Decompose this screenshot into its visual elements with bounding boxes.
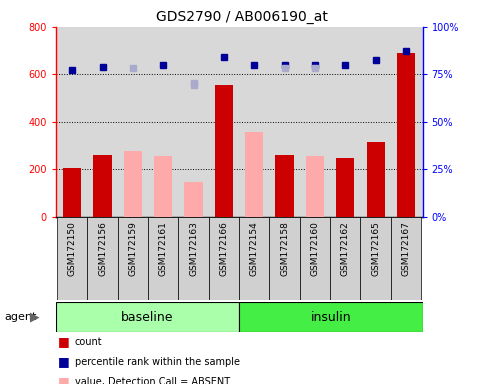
Bar: [185, 182, 203, 217]
Text: GSM172150: GSM172150: [68, 221, 77, 276]
Text: GSM172161: GSM172161: [159, 221, 168, 276]
Text: GSM172167: GSM172167: [401, 221, 411, 276]
Text: ■: ■: [58, 355, 70, 368]
Bar: [215, 85, 233, 217]
Text: GSM172158: GSM172158: [280, 221, 289, 276]
Text: GSM172156: GSM172156: [98, 221, 107, 276]
FancyBboxPatch shape: [239, 217, 270, 300]
FancyBboxPatch shape: [87, 217, 118, 300]
Bar: [367, 142, 384, 217]
Text: GSM172160: GSM172160: [311, 221, 319, 276]
Text: count: count: [75, 337, 102, 347]
Text: value, Detection Call = ABSENT: value, Detection Call = ABSENT: [75, 377, 230, 384]
Text: ■: ■: [58, 375, 70, 384]
Bar: [63, 168, 81, 217]
FancyBboxPatch shape: [330, 217, 360, 300]
FancyBboxPatch shape: [270, 217, 300, 300]
Text: ■: ■: [58, 335, 70, 348]
Bar: [154, 156, 172, 217]
Text: baseline: baseline: [121, 311, 173, 324]
FancyBboxPatch shape: [148, 217, 178, 300]
Bar: [336, 158, 355, 217]
FancyBboxPatch shape: [56, 302, 239, 332]
Text: GSM172162: GSM172162: [341, 221, 350, 276]
Text: agent: agent: [5, 312, 37, 322]
Text: GSM172166: GSM172166: [219, 221, 228, 276]
Text: insulin: insulin: [311, 311, 351, 324]
Text: ▶: ▶: [30, 311, 40, 324]
FancyBboxPatch shape: [57, 217, 87, 300]
Text: percentile rank within the sample: percentile rank within the sample: [75, 357, 240, 367]
FancyBboxPatch shape: [391, 217, 421, 300]
Text: GSM172159: GSM172159: [128, 221, 137, 276]
FancyBboxPatch shape: [300, 217, 330, 300]
Text: GSM172163: GSM172163: [189, 221, 198, 276]
Bar: [397, 53, 415, 217]
FancyBboxPatch shape: [118, 217, 148, 300]
FancyBboxPatch shape: [239, 302, 423, 332]
Bar: [245, 132, 263, 217]
Text: GDS2790 / AB006190_at: GDS2790 / AB006190_at: [156, 10, 327, 23]
Text: GSM172154: GSM172154: [250, 221, 259, 276]
FancyBboxPatch shape: [209, 217, 239, 300]
Bar: [306, 156, 324, 217]
FancyBboxPatch shape: [178, 217, 209, 300]
FancyBboxPatch shape: [360, 217, 391, 300]
Text: GSM172165: GSM172165: [371, 221, 380, 276]
Bar: [124, 151, 142, 217]
Bar: [94, 155, 112, 217]
Bar: [275, 155, 294, 217]
